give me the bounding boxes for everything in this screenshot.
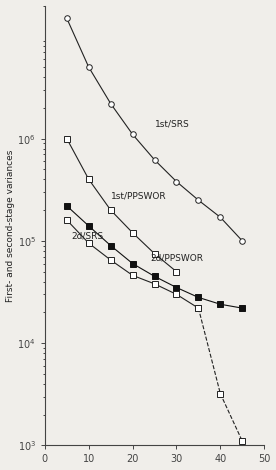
Text: 2d/PPSWOR: 2d/PPSWOR bbox=[150, 253, 203, 262]
Text: 1st/SRS: 1st/SRS bbox=[155, 120, 189, 129]
Y-axis label: First- and second-stage variances: First- and second-stage variances bbox=[6, 149, 15, 302]
Text: 1st/PPSWOR: 1st/PPSWOR bbox=[111, 191, 166, 200]
Text: 2d/SRS: 2d/SRS bbox=[71, 232, 103, 241]
